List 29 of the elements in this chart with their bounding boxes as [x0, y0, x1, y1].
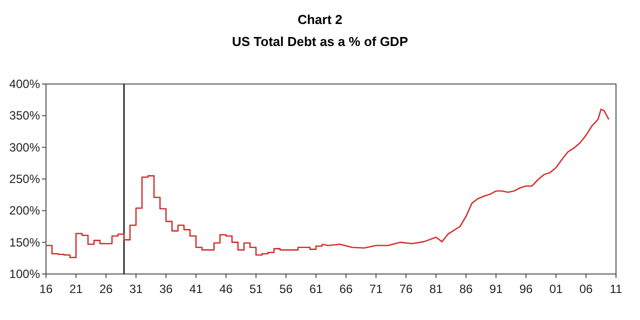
x-tick-label: 16	[39, 282, 53, 296]
y-tick-label: 350%	[9, 108, 40, 123]
chart-subtitle: US Total Debt as a % of GDP	[232, 34, 408, 49]
y-tick-label: 150%	[9, 235, 40, 250]
y-tick-label: 300%	[9, 140, 40, 154]
x-tick-label: 21	[69, 282, 83, 296]
x-tick-label: 36	[159, 282, 173, 296]
x-tick-label: 41	[189, 282, 203, 296]
x-tick-label: 91	[489, 282, 503, 296]
y-tick-label: 250%	[9, 172, 40, 186]
x-tick-label: 76	[399, 282, 413, 296]
y-tick-label: 400%	[9, 77, 40, 91]
x-tick-label: 11	[610, 282, 623, 296]
x-tick-label: 61	[309, 282, 323, 296]
x-tick-label: 56	[279, 282, 293, 296]
x-tick-label: 26	[99, 282, 113, 296]
x-tick-label: 71	[369, 282, 383, 296]
x-tick-label: 51	[249, 282, 263, 296]
x-tick-label: 01	[549, 282, 563, 296]
x-tick-label: 46	[219, 282, 233, 296]
x-tick-label: 81	[429, 282, 443, 296]
x-tick-label: 66	[339, 282, 353, 296]
x-tick-label: 06	[579, 282, 593, 296]
x-tick-label: 96	[519, 282, 533, 296]
x-tick-label: 86	[459, 282, 473, 296]
x-tick-label: 31	[129, 282, 143, 296]
chart-title: Chart 2	[298, 12, 342, 27]
y-tick-label: 200%	[9, 204, 40, 218]
y-tick-label: 100%	[9, 267, 40, 281]
